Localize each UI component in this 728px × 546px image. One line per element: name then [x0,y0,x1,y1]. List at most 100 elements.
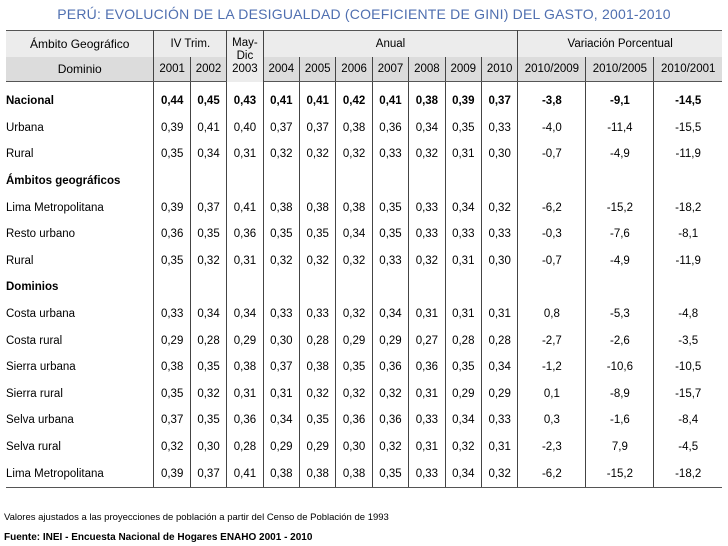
gini-cell: 0,36 [226,407,264,434]
gini-cell: 0,34 [335,220,373,248]
header-year: 2005 [299,57,337,82]
gini-cell: 0,35 [372,220,410,248]
variation-cell [585,274,655,301]
gini-cell [372,274,410,301]
row-label: Sierra urbana [6,353,155,381]
gini-cell: 0,38 [263,460,301,488]
variation-cell: -3,8 [517,81,587,115]
variation-cell: -6,2 [517,194,587,221]
variation-cell: -15,2 [585,460,655,488]
gini-cell: 0,32 [408,141,446,168]
header-may-dic-label: May-Dic [232,36,258,62]
gini-cell: 0,37 [481,81,519,115]
gini-cell: 0,35 [372,460,410,488]
gini-cell: 0,35 [445,114,482,142]
gini-cell: 0,34 [190,141,228,168]
variation-cell: 0,8 [517,300,587,328]
gini-cell: 0,33 [408,460,446,488]
variation-cell: -0,7 [517,141,587,168]
row-label: Costa urbana [6,300,155,328]
gini-cell [263,167,301,195]
gini-cell: 0,29 [153,327,191,354]
gini-cell: 0,31 [408,433,446,461]
gini-cell: 0,31 [263,380,301,408]
gini-table: Ámbito Geográfico IV Trim. May-Dic 2003 … [6,30,722,488]
variation-cell: -4,0 [517,114,587,142]
gini-cell: 0,32 [335,247,373,275]
row-label: Urbana [6,114,155,142]
row-label: Lima Metropolitana [6,460,155,488]
gini-cell: 0,37 [263,353,301,381]
gini-cell: 0,32 [190,380,228,408]
table-row: Rural 0,35 0,32 0,31 0,32 0,32 0,32 0,33 0,32 0,3… [6,247,722,275]
gini-cell: 0,31 [408,380,446,408]
gini-cell [481,274,519,301]
gini-cell: 0,38 [263,194,301,221]
gini-cell: 0,41 [263,81,301,115]
row-label: Selva urbana [6,407,155,434]
gini-cell: 0,37 [190,460,228,488]
table-row: Urbana 0,39 0,41 0,40 0,37 0,37 0,38 0,36 0,34 0,… [6,114,722,142]
gini-cell [226,167,264,195]
gini-cell: 0,31 [481,300,519,328]
table-row: Ámbitos geográficos [6,167,722,195]
variation-cell: -9,1 [585,81,655,115]
variation-cell [654,168,722,195]
gini-cell: 0,31 [408,300,446,328]
variation-cell: -15,2 [585,194,655,221]
gini-cell: 0,35 [299,407,337,434]
variation-cell: -18,2 [653,460,722,488]
gini-cell: 0,32 [335,141,373,168]
header-ambito: Ámbito Geográfico [6,30,155,57]
gini-cell: 0,35 [335,353,373,381]
gini-cell: 0,38 [335,460,373,488]
gini-cell: 0,31 [226,247,264,275]
table-row: Sierra rural 0,35 0,32 0,31 0,31 0,32 0,32 0,32… [6,380,722,408]
gini-cell: 0,33 [408,407,446,434]
variation-cell: -14,5 [675,95,702,108]
variation-cell: -11,4 [585,114,655,142]
gini-cell: 0,41 [190,114,228,142]
gini-cell: 0,33 [481,220,519,248]
gini-cell: 0,37 [263,114,301,142]
gini-cell: 0,33 [408,194,446,221]
gini-cell [153,274,191,301]
source-note: Fuente: INEI - Encuesta Nacional de Hoga… [4,532,313,543]
gini-cell: 0,30 [263,327,301,354]
gini-cell [335,167,373,195]
gini-cell: 0,33 [299,300,337,328]
header-year: 2002 [190,57,228,82]
variation-cell: -18,2 [675,201,702,214]
row-label: Rural [6,247,155,275]
gini-cell: 0,33 [372,247,410,275]
gini-cell: 0,29 [372,327,410,354]
variation-cell: -15,7 [675,387,702,400]
gini-cell: 0,32 [263,141,301,168]
gini-cell [445,274,482,301]
gini-cell: 0,41 [299,81,337,115]
gini-cell: 0,32 [335,380,373,408]
gini-cell: 0,39 [153,194,191,221]
variation-cell: -8,4 [678,414,699,427]
table-row: Selva urbana 0,37 0,35 0,36 0,34 0,35 0,36 0,36… [6,407,722,434]
header-variacion: Variación Porcentual [517,30,722,57]
gini-cell: 0,41 [226,460,264,488]
gini-cell: 0,35 [445,353,482,381]
table-row: Nacional 0,44 0,45 0,43 0,41 0,41 0,42 0,41 0,38… [6,81,722,115]
title-years: 2001-2010 [601,6,671,22]
header-var-col: 2010/2009 [517,57,587,82]
variation-cell: -8,1 [678,228,699,241]
gini-cell: 0,38 [408,81,446,115]
row-label: Ámbitos geográficos [6,167,155,195]
gini-cell: 0,28 [190,327,228,354]
gini-cell: 0,31 [445,300,482,328]
gini-cell: 0,35 [190,407,228,434]
gini-cell: 0,29 [226,327,264,354]
gini-cell: 0,39 [153,114,191,142]
table-body: Nacional 0,44 0,45 0,43 0,41 0,41 0,42 0,41 0,38… [6,81,722,488]
gini-cell: 0,30 [481,141,519,168]
gini-cell: 0,35 [190,220,228,248]
gini-cell: 0,35 [372,194,410,221]
header-dominio: Dominio [6,57,155,82]
variation-cell: 0,1 [517,380,587,408]
